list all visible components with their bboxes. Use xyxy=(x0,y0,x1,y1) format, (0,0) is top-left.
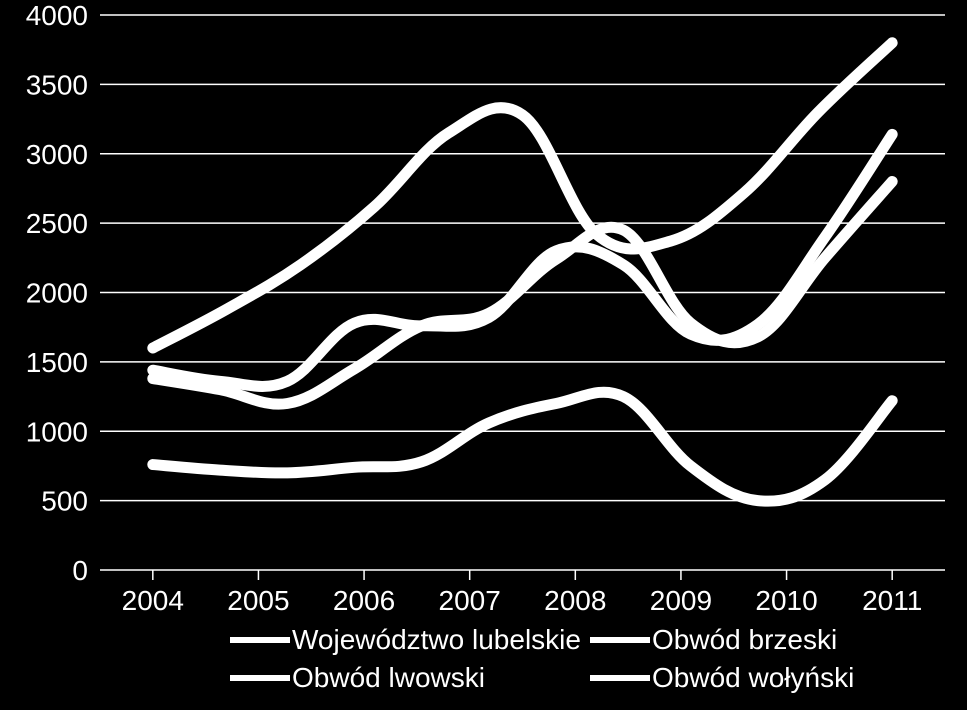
x-tick-label: 2010 xyxy=(755,585,817,616)
chart-container: 0 500 1000 1500 2000 2500 3000 3500 4000 2004 2005… xyxy=(0,0,967,710)
x-tick-label: 2011 xyxy=(862,585,922,616)
line-chart: 0 500 1000 1500 2000 2500 3000 3500 4000 2004 2005… xyxy=(0,0,967,710)
y-tick-label: 2000 xyxy=(26,278,88,309)
x-tick-label: 2004 xyxy=(122,585,184,616)
y-tick-label: 1500 xyxy=(26,347,88,378)
y-tick-label: 4000 xyxy=(26,0,88,31)
y-tick-label: 500 xyxy=(41,486,88,517)
x-tick-label: 2005 xyxy=(227,585,289,616)
y-tick-label: 1000 xyxy=(26,416,88,447)
x-tick-label: 2007 xyxy=(439,585,501,616)
x-tick-label: 2006 xyxy=(333,585,395,616)
legend-label: Obwód lwowski xyxy=(292,662,485,693)
x-tick-label: 2009 xyxy=(650,585,712,616)
legend-label: Obwód wołyński xyxy=(652,662,854,693)
legend-marker xyxy=(230,675,290,681)
legend-label: Obwód brzeski xyxy=(652,624,837,655)
legend-marker xyxy=(230,637,290,643)
y-tick-label: 0 xyxy=(72,555,88,586)
legend-label: Województwo lubelskie xyxy=(292,624,581,655)
legend-marker xyxy=(590,637,650,643)
x-tick-label: 2008 xyxy=(544,585,606,616)
legend-marker xyxy=(590,675,650,681)
y-tick-label: 3000 xyxy=(26,139,88,170)
y-tick-label: 3500 xyxy=(26,69,88,100)
y-tick-label: 2500 xyxy=(26,208,88,239)
